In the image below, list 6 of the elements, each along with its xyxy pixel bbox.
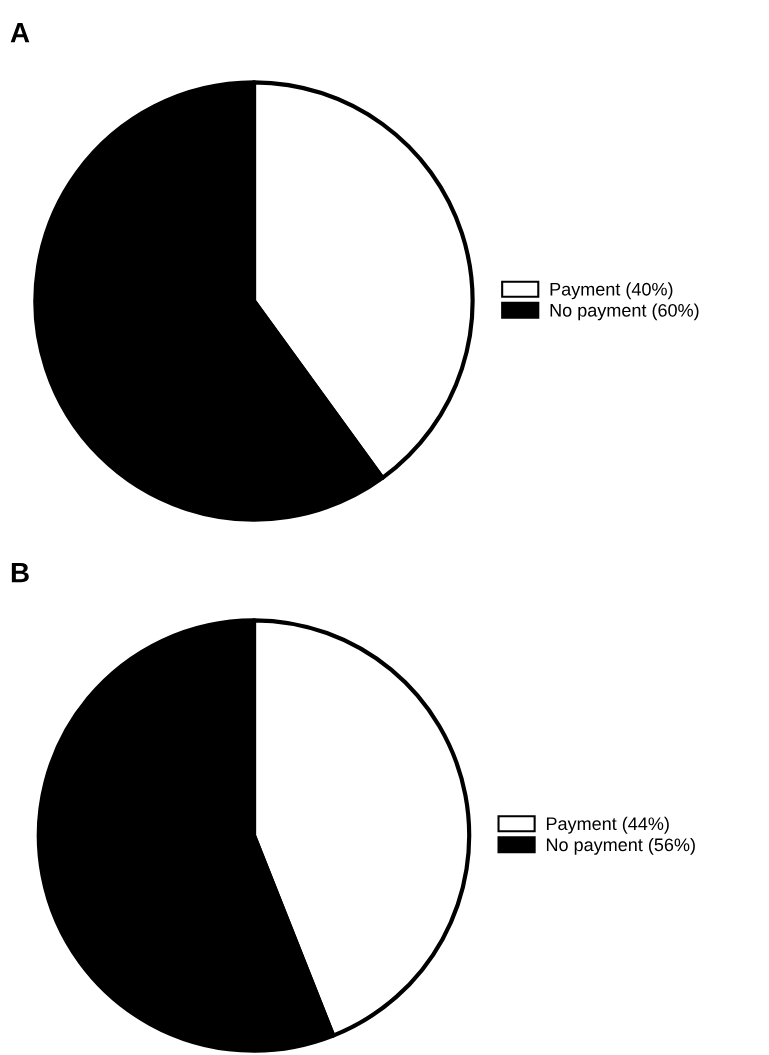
- legend-label: No payment (56%): [546, 837, 695, 855]
- chart-title: A: [10, 23, 30, 43]
- legend-label: Payment (44%): [546, 816, 669, 834]
- legend-label: No payment (60%): [550, 303, 699, 321]
- chart-title: B: [11, 563, 29, 583]
- legend-label: Payment (40%): [550, 282, 673, 300]
